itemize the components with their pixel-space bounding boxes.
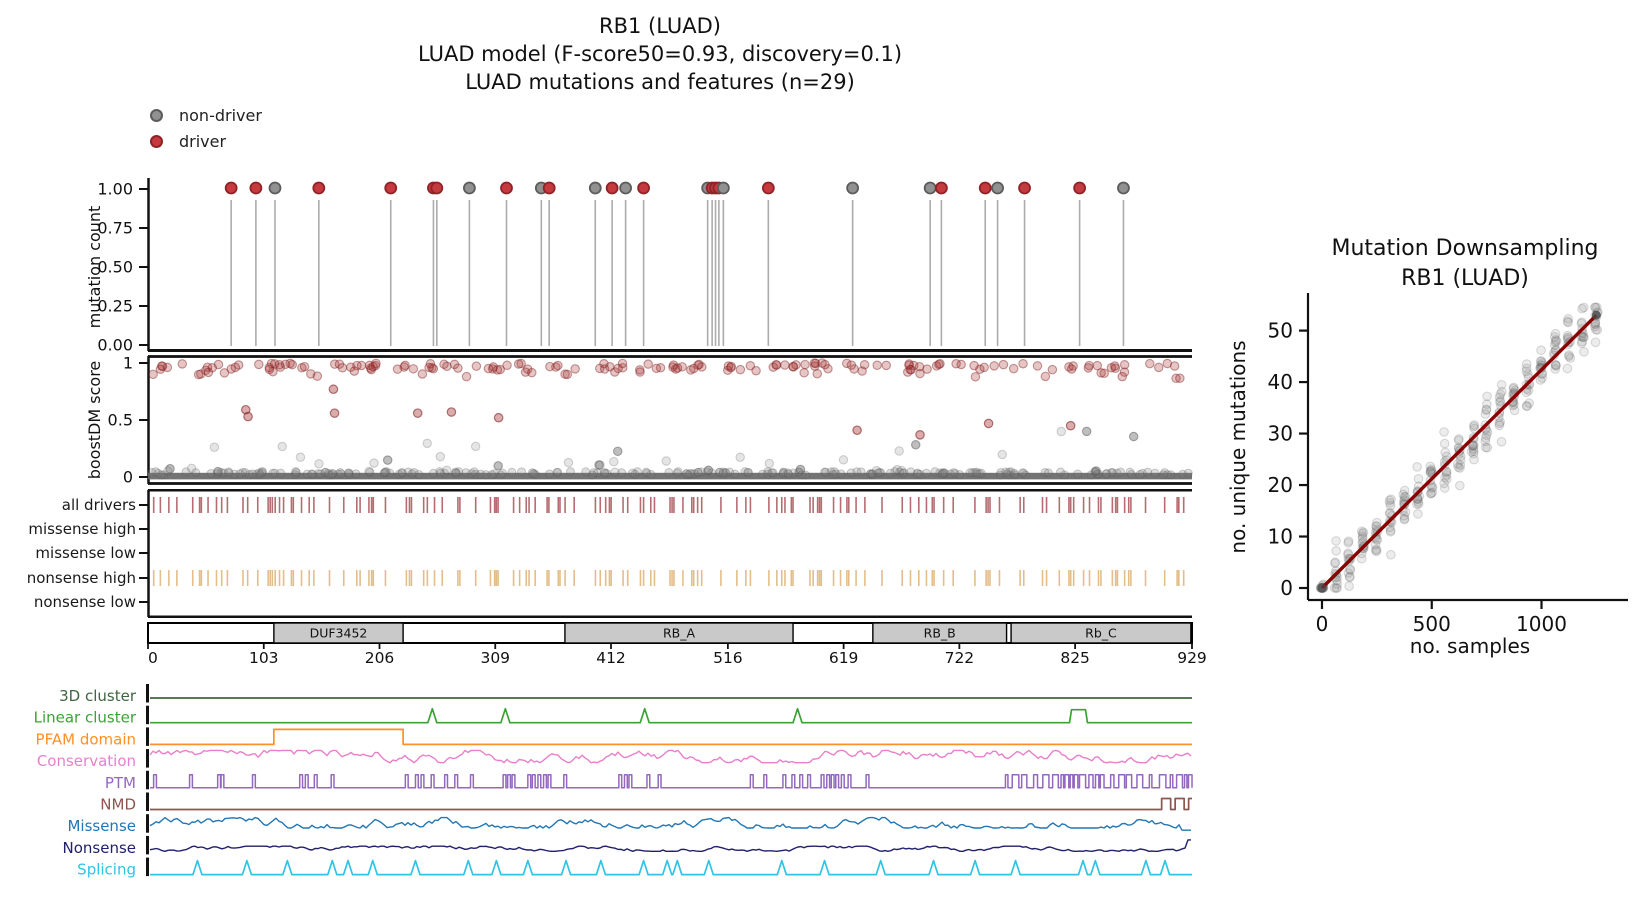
svg-text:Linear cluster: Linear cluster — [34, 709, 137, 727]
feature-row-splicing: Splicing — [77, 857, 1192, 879]
svg-text:boostDM score: boostDM score — [85, 361, 104, 480]
stem-plot: mutation count 1.00 0.75 0.50 0.25 0.00 — [85, 178, 1192, 355]
svg-text:0.5: 0.5 — [108, 411, 133, 430]
legend-label-nondriver: non-driver — [179, 105, 262, 125]
figure-title: RB1 (LUAD) LUAD model (F-score50=0.93, d… — [60, 12, 1260, 96]
svg-text:40: 40 — [1268, 370, 1293, 394]
svg-text:0.25: 0.25 — [97, 297, 133, 316]
svg-text:825: 825 — [1060, 649, 1090, 667]
svg-text:929: 929 — [1177, 649, 1207, 667]
svg-text:309: 309 — [480, 649, 510, 667]
svg-text:NMD: NMD — [100, 796, 136, 814]
tick-row-all-drivers — [152, 497, 1185, 513]
tick-row-nonsense-high — [152, 570, 1185, 586]
domain-bar: DUF3452 RB_A RB_B Rb_C 0 103 206 309 412 516 619 72… — [147, 622, 1207, 667]
feature-row-missense: Missense — [67, 814, 1191, 835]
domain-box-RB_B — [872, 622, 1008, 644]
downsampling-title-line-1: Mutation Downsampling — [1331, 236, 1599, 261]
svg-text:missense high: missense high — [28, 520, 136, 538]
feature-row-linear-cluster: Linear cluster — [34, 705, 1192, 727]
domain-box-Rb_C — [1010, 622, 1192, 644]
consequence-tracks: all drivers missense high missense low nons… — [27, 488, 1192, 619]
svg-text:1: 1 — [123, 354, 133, 373]
svg-text:619: 619 — [829, 649, 859, 667]
figure-title-line-1: RB1 (LUAD) — [599, 14, 721, 38]
svg-text:0: 0 — [1316, 612, 1329, 636]
svg-text:missense low: missense low — [35, 544, 136, 562]
svg-text:20: 20 — [1268, 473, 1293, 497]
svg-text:500: 500 — [1413, 612, 1451, 636]
svg-text:Conservation: Conservation — [37, 752, 136, 770]
svg-text:0.50: 0.50 — [97, 258, 133, 277]
svg-text:RB_A: RB_A — [663, 626, 696, 641]
svg-text:Nonsense: Nonsense — [63, 839, 137, 857]
nondriver-dot-icon — [150, 108, 163, 122]
feature-row-pfam-domain: PFAM domain — [36, 727, 1192, 748]
svg-text:nonsense high: nonsense high — [27, 569, 136, 587]
downsampling-title-line-2: RB1 (LUAD) — [1401, 266, 1529, 291]
feature-row-nmd: NMD — [100, 792, 1192, 814]
svg-text:30: 30 — [1268, 422, 1293, 446]
svg-text:3D cluster: 3D cluster — [59, 687, 137, 705]
svg-text:10: 10 — [1268, 525, 1293, 549]
svg-text:0: 0 — [1280, 576, 1293, 600]
svg-text:PFAM domain: PFAM domain — [36, 730, 136, 748]
legend: non-driver driver — [150, 102, 262, 154]
legend-label-driver: driver — [179, 131, 227, 151]
svg-text:PTM: PTM — [105, 774, 136, 792]
svg-text:all drivers: all drivers — [62, 496, 136, 514]
figure-title-line-2: LUAD model (F-score50=0.93, discovery=0.… — [417, 42, 903, 66]
svg-text:RB_B: RB_B — [924, 626, 956, 641]
feature-row-ptm: PTM — [105, 770, 1193, 792]
feature-tracks: 3D cluster Linear cluster PFAM domain Conse… — [34, 684, 1193, 879]
svg-text:50: 50 — [1268, 319, 1293, 343]
feature-row-conservation: Conservation — [37, 749, 1192, 770]
svg-text:nonsense low: nonsense low — [34, 593, 136, 611]
svg-text:206: 206 — [365, 649, 395, 667]
svg-text:DUF3452: DUF3452 — [310, 626, 368, 641]
svg-text:0: 0 — [123, 468, 133, 487]
domain-box-DUF3452 — [273, 622, 404, 644]
downsampling-title: Mutation Downsampling RB1 (LUAD) — [1280, 234, 1632, 294]
svg-text:0.75: 0.75 — [97, 219, 133, 238]
svg-text:412: 412 — [596, 649, 626, 667]
svg-text:1.00: 1.00 — [97, 180, 133, 199]
figure-title-line-3: LUAD mutations and features (n=29) — [465, 70, 855, 94]
svg-text:1000: 1000 — [1516, 612, 1567, 636]
svg-text:0.00: 0.00 — [97, 336, 133, 355]
downsampling-ylabel: no. unique mutations — [1226, 340, 1250, 554]
svg-text:0: 0 — [148, 649, 158, 667]
downsampling-xlabel: no. samples — [1409, 634, 1531, 658]
legend-item-nondriver: non-driver — [150, 102, 262, 128]
svg-text:mutation count: mutation count — [85, 206, 104, 329]
svg-text:516: 516 — [713, 649, 743, 667]
svg-text:103: 103 — [249, 649, 279, 667]
legend-item-driver: driver — [150, 128, 262, 154]
svg-text:Missense: Missense — [67, 817, 136, 835]
feature-row-3d-cluster: 3D cluster — [59, 684, 1192, 705]
svg-text:722: 722 — [945, 649, 975, 667]
domain-box-RB_A — [564, 622, 794, 644]
svg-text:Rb_C: Rb_C — [1085, 626, 1117, 641]
feature-row-nonsense: Nonsense — [63, 835, 1191, 857]
driver-dot-icon — [150, 134, 163, 148]
svg-text:Splicing: Splicing — [77, 861, 136, 879]
boostdm-panel: boostDM score 1 0.5 0 — [85, 354, 1193, 487]
